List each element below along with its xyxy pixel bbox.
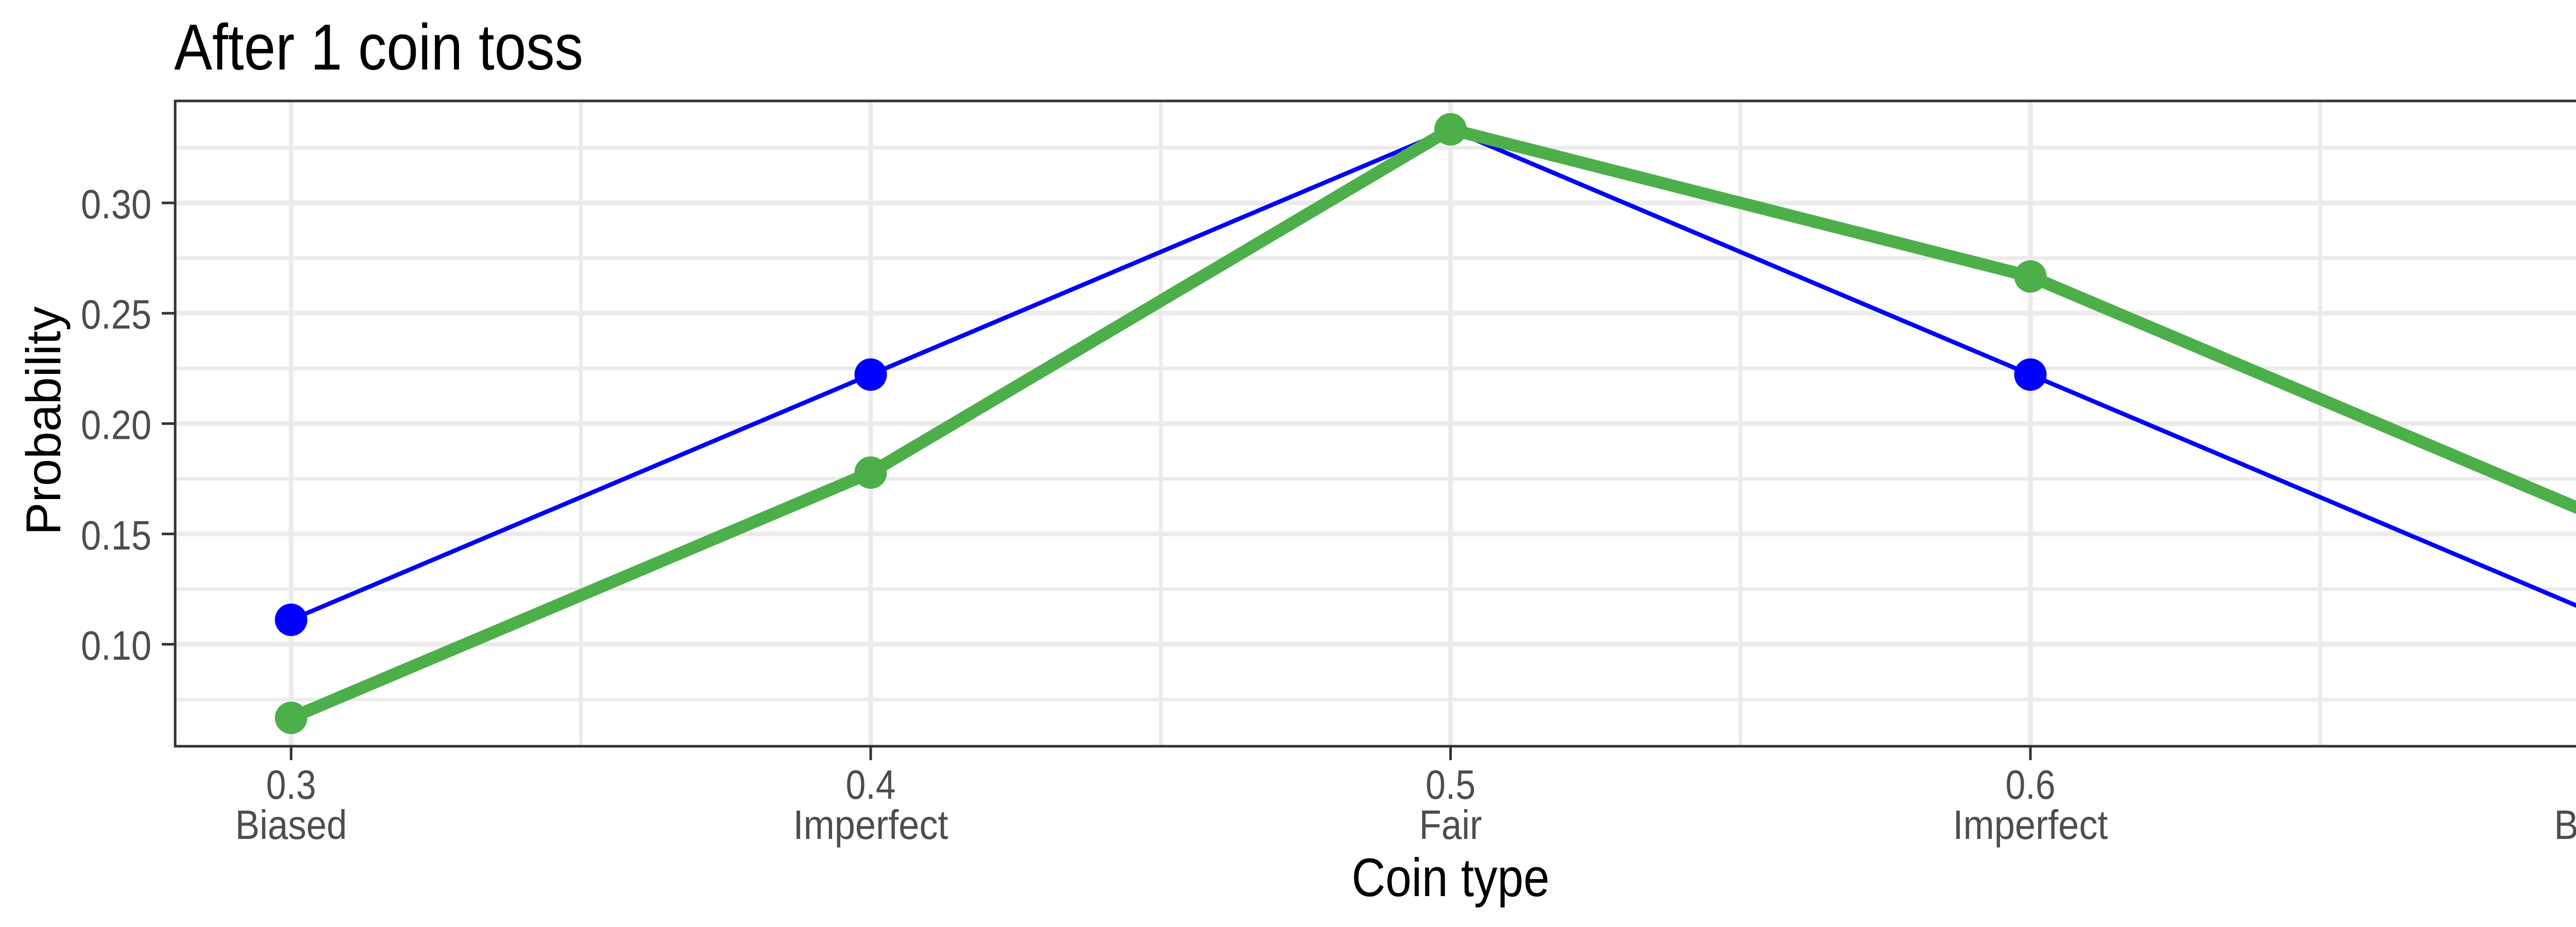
svg-text:Coin type: Coin type (1352, 848, 1550, 908)
svg-text:Imperfect: Imperfect (793, 802, 948, 848)
svg-text:Imperfect: Imperfect (1953, 802, 2108, 848)
svg-text:0.25: 0.25 (81, 291, 151, 337)
svg-text:Probability: Probability (16, 306, 71, 535)
svg-text:0.3: 0.3 (266, 762, 316, 808)
svg-text:0.20: 0.20 (81, 402, 151, 448)
svg-text:0.30: 0.30 (81, 181, 151, 227)
svg-text:0.4: 0.4 (846, 762, 896, 808)
svg-text:Biased: Biased (2554, 802, 2576, 848)
svg-text:Fair: Fair (1419, 802, 1482, 848)
svg-text:After 1 coin toss: After 1 coin toss (174, 11, 583, 83)
svg-text:0.10: 0.10 (81, 623, 151, 668)
svg-text:Biased: Biased (235, 802, 347, 848)
svg-text:0.15: 0.15 (81, 512, 151, 558)
svg-text:0.5: 0.5 (1426, 762, 1476, 808)
svg-text:0.6: 0.6 (2006, 762, 2056, 808)
